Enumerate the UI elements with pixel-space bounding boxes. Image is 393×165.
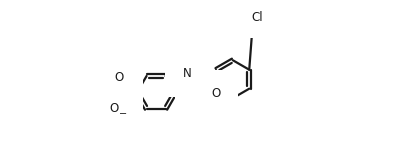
Text: N: N <box>183 67 192 80</box>
Text: N: N <box>120 87 129 100</box>
Text: O: O <box>211 87 220 100</box>
Text: −: − <box>119 109 127 119</box>
Text: +: + <box>127 82 134 91</box>
Text: N: N <box>193 106 202 119</box>
Text: O: O <box>110 102 119 115</box>
Text: Cl: Cl <box>251 11 263 24</box>
Text: O: O <box>114 71 123 84</box>
